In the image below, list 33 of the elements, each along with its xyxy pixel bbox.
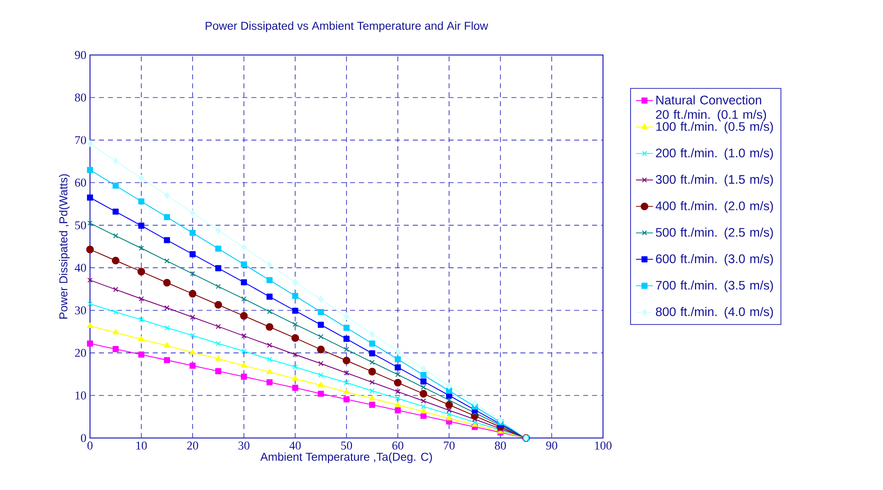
x-tick-label: 70: [444, 442, 455, 450]
x-tick-label: 60: [392, 442, 404, 450]
x-tick-label: 30: [238, 442, 250, 450]
y-tick-label: 60: [75, 178, 86, 187]
x-tick-label: 40: [289, 442, 301, 450]
y-tick-label: 40: [74, 264, 86, 272]
x-tick-label: 80: [494, 442, 506, 450]
legend-label: 700 ft./min. (3.5 m/s): [656, 280, 773, 292]
legend-label: 800 ft./min. (4.0 m/s): [656, 306, 773, 319]
x-tick-label: 20: [187, 442, 198, 450]
y-tick-label: 90: [74, 50, 86, 60]
legend-label: Natural Convection 20 ft./min. (0.1 m/s): [656, 95, 766, 122]
legend-label: 300 ft./min. (1.5 m/s): [656, 174, 773, 186]
y-axis-title: Power Dissipated ,Pd(Watts): [59, 174, 70, 319]
y-tick-label: 10: [76, 391, 86, 400]
x-axis-title: Ambient Temperature ,Ta(Deg. C): [260, 452, 432, 464]
y-tick-label: 0: [80, 434, 86, 442]
legend-label: 600 ft./min. (3.0 m/s): [656, 254, 773, 266]
y-tick-label: 20: [75, 348, 86, 357]
chart-title: Power Dissipated vs Ambient Temperature and Air Flow: [206, 21, 488, 32]
legend-label: 400 ft./min. (2.0 m/s): [656, 201, 773, 213]
legend-label: 100 ft./min. (0.5 m/s): [656, 122, 773, 134]
legend-label: 200 ft./min. (1.0 m/s): [656, 148, 773, 160]
x-tick-label: 0: [87, 442, 93, 450]
x-tick-label: 50: [341, 442, 352, 450]
y-tick-label: 30: [75, 306, 86, 314]
y-tick-label: 70: [75, 136, 86, 144]
legend-label: 500 ft./min. (2.5 m/s): [656, 228, 773, 240]
x-tick-label: 100: [595, 442, 612, 450]
y-tick-label: 50: [75, 221, 86, 230]
x-tick-label: 90: [546, 442, 558, 450]
y-tick-label: 80: [74, 94, 86, 102]
x-tick-label: 10: [136, 442, 147, 450]
